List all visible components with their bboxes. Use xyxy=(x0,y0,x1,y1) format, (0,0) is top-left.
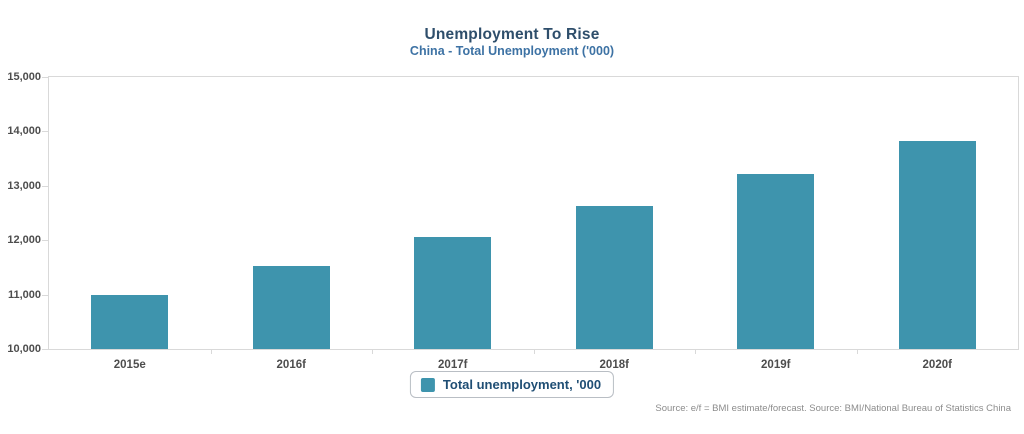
x-axis-label: 2019f xyxy=(761,359,791,371)
legend: Total unemployment, '000 xyxy=(409,371,615,398)
y-axis-label: 11,000 xyxy=(7,288,41,301)
x-axis-tick xyxy=(372,349,373,354)
y-axis-label: 12,000 xyxy=(7,234,41,247)
x-axis-label: 2018f xyxy=(599,359,629,371)
source-text: Source: e/f = BMI estimate/forecast. Sou… xyxy=(655,403,1011,414)
x-axis-tick xyxy=(856,349,858,354)
legend-label: Total unemployment, '000 xyxy=(442,377,602,392)
x-axis-label: 2017f xyxy=(438,359,468,371)
y-axis-tick xyxy=(42,240,49,242)
y-axis-label: 15,000 xyxy=(7,71,41,83)
y-axis-label: 10,000 xyxy=(7,343,41,355)
chart-title: Unemployment To Rise xyxy=(424,26,600,43)
y-axis-tick xyxy=(42,349,49,350)
y-axis-label: 14,000 xyxy=(7,125,41,138)
y-axis-label: 13,000 xyxy=(7,179,41,192)
y-axis-tick xyxy=(42,77,49,78)
chart-subtitle: China - Total Unemployment ('000) xyxy=(409,44,615,58)
x-axis-tick xyxy=(210,349,212,354)
bar-2016f xyxy=(252,266,330,349)
legend-swatch-icon xyxy=(420,377,435,392)
y-axis-tick xyxy=(42,131,49,133)
y-axis-tick xyxy=(42,294,49,296)
x-axis-tick xyxy=(695,349,696,354)
plot-area: 10,000 11,000 12,000 13,000 14,000 15,000 2015… xyxy=(7,71,1019,371)
x-axis-tick xyxy=(533,349,535,354)
bar-2020f xyxy=(898,141,976,349)
y-axis-tick xyxy=(42,185,49,187)
x-axis-label: 2020f xyxy=(922,359,952,371)
bar-2019f xyxy=(737,174,815,349)
bar-2015e xyxy=(91,294,169,349)
x-axis-label: 2015e xyxy=(113,359,146,371)
x-axis-label: 2016f xyxy=(276,359,306,371)
bar-2017f xyxy=(414,236,492,349)
bar-2018f xyxy=(575,206,653,349)
